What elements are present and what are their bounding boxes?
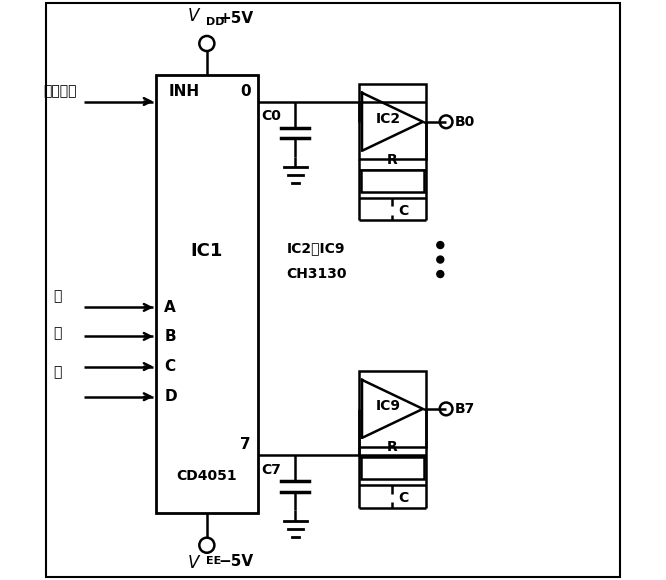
- Text: B0: B0: [455, 115, 475, 129]
- Text: 码: 码: [53, 365, 62, 379]
- Text: R: R: [387, 440, 398, 454]
- Text: D: D: [165, 389, 177, 404]
- Text: A: A: [165, 300, 176, 315]
- Text: +5V: +5V: [218, 11, 254, 26]
- Text: EE: EE: [206, 556, 221, 566]
- Text: C: C: [398, 204, 408, 218]
- Text: IC9: IC9: [376, 399, 401, 413]
- Text: $V$: $V$: [186, 7, 201, 25]
- Text: B7: B7: [455, 402, 475, 416]
- Text: C: C: [165, 359, 175, 374]
- Circle shape: [437, 241, 444, 249]
- Text: $V$: $V$: [186, 554, 201, 572]
- Bar: [360, 170, 424, 192]
- Circle shape: [437, 256, 444, 263]
- Text: IC1: IC1: [190, 241, 223, 260]
- Text: 模拟置入: 模拟置入: [43, 85, 77, 99]
- Text: C0: C0: [261, 109, 281, 123]
- Bar: [359, 371, 426, 447]
- Text: DD: DD: [206, 17, 224, 27]
- Text: 选: 选: [53, 289, 62, 303]
- Text: 0: 0: [240, 84, 250, 99]
- Text: C: C: [398, 491, 408, 505]
- Text: R: R: [387, 153, 398, 167]
- Circle shape: [437, 270, 444, 278]
- Text: −5V: −5V: [218, 554, 254, 569]
- Text: IC2～IC9: IC2～IC9: [286, 241, 345, 255]
- Text: 择: 择: [53, 327, 62, 340]
- Text: CD4051: CD4051: [176, 469, 237, 483]
- Bar: [359, 84, 426, 160]
- Text: INH: INH: [169, 84, 200, 99]
- Text: 7: 7: [240, 437, 250, 452]
- Text: IC2: IC2: [376, 112, 401, 126]
- Text: C7: C7: [261, 463, 281, 477]
- Text: CH3130: CH3130: [286, 267, 347, 281]
- Bar: [360, 457, 424, 479]
- Bar: [156, 75, 258, 513]
- Text: B: B: [165, 329, 176, 344]
